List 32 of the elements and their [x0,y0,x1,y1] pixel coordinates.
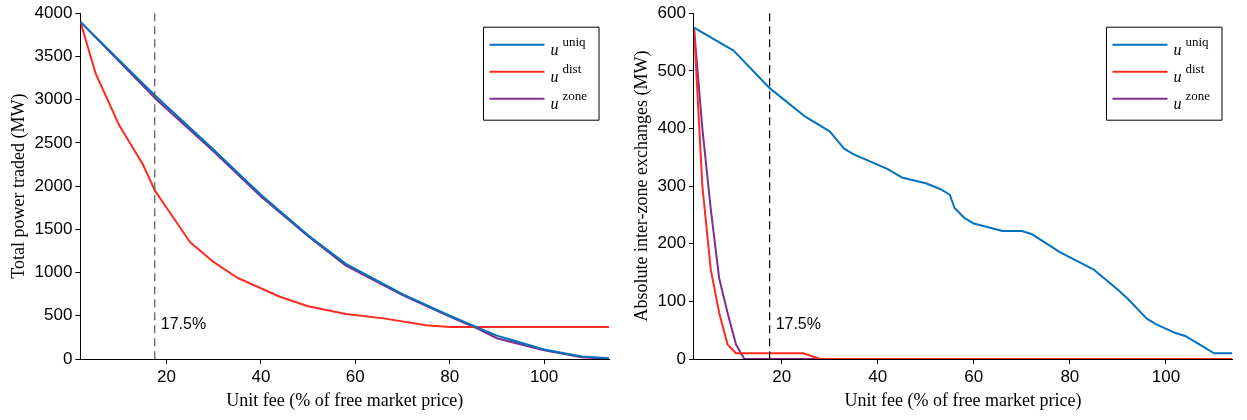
x-tick-label: 100 [529,366,559,386]
y-tick-label: 3500 [34,46,73,66]
y-tick-label: 500 [44,305,73,325]
x-tick-label: 60 [964,366,984,386]
y-tick-label: 3000 [34,89,73,109]
y-tick-label: 0 [676,348,686,368]
y-tick-label: 0 [62,348,73,368]
y-tick-label: 4000 [34,2,73,22]
x-tick-label: 80 [1060,366,1080,386]
x-tick-label: 40 [251,366,271,386]
y-tick-label: 100 [657,291,686,311]
y-tick-label: 200 [657,233,686,253]
y-tick-label: 400 [657,118,686,138]
x-axis-title: Unit fee (% of free market price) [844,389,1082,411]
y-tick-label: 1500 [34,219,73,239]
x-axis-title: Unit fee (% of free market price) [226,389,464,411]
y-axis-title: Absolute inter-zone exchanges (MW) [630,50,652,322]
y-axis-title: Total power traded (MW) [7,93,29,279]
x-tick-label: 20 [772,366,792,386]
ref-line-label: 17.5% [775,314,821,332]
y-tick-label: 600 [657,2,686,22]
x-tick-label: 80 [440,366,460,386]
x-tick-label: 20 [157,366,177,386]
x-tick-label: 100 [1151,366,1181,386]
y-tick-label: 2000 [34,175,73,195]
y-tick-label: 2500 [34,132,73,152]
y-tick-label: 500 [657,60,686,80]
x-tick-label: 40 [868,366,888,386]
y-tick-label: 1000 [34,262,73,282]
x-tick-label: 60 [345,366,365,386]
ref-line-label: 17.5% [160,314,207,332]
y-tick-label: 300 [657,175,686,195]
